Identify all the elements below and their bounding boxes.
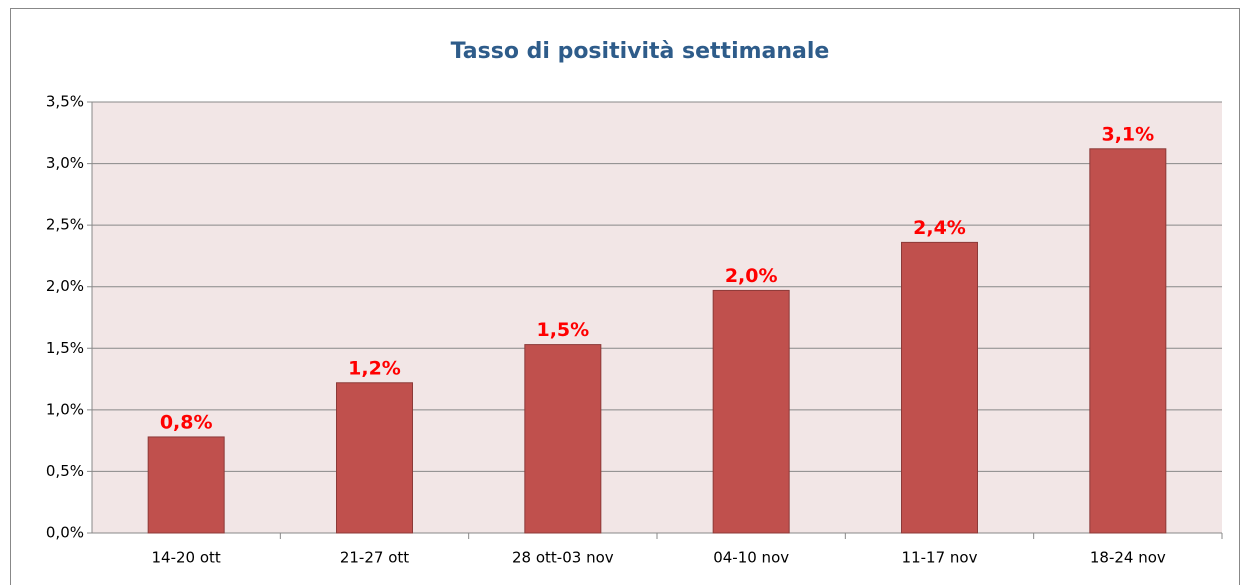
x-tick-label: 14-20 ott <box>152 549 221 567</box>
y-tick-label: 3,0% <box>46 154 84 172</box>
x-tick-label: 28 ott-03 nov <box>512 549 614 567</box>
data-label: 2,4% <box>913 217 966 239</box>
plot-area <box>92 102 1222 533</box>
y-tick-label: 2,0% <box>46 277 84 295</box>
y-tick-label: 2,5% <box>46 216 84 234</box>
x-tick-label: 21-27 ott <box>340 549 409 567</box>
y-tick-label: 0,0% <box>46 524 84 542</box>
y-tick-label: 1,5% <box>46 339 84 357</box>
data-label: 1,2% <box>348 357 401 379</box>
y-tick-label: 1,0% <box>46 400 84 418</box>
bar <box>1089 148 1167 534</box>
chart-title: Tasso di positività settimanale <box>451 39 830 64</box>
x-tick-label: 18-24 nov <box>1090 549 1166 567</box>
data-label: 0,8% <box>160 411 213 433</box>
data-label: 2,0% <box>725 265 778 287</box>
bar <box>524 344 602 534</box>
data-label: 1,5% <box>536 319 589 341</box>
y-tick-label: 3,5% <box>46 93 84 111</box>
bar <box>336 382 413 534</box>
y-tick-label: 0,5% <box>46 462 84 480</box>
data-label: 3,1% <box>1101 123 1154 145</box>
bar <box>712 289 790 534</box>
bar <box>147 436 225 534</box>
x-tick-label: 04-10 nov <box>713 549 789 567</box>
bar <box>901 241 978 534</box>
x-tick-label: 11-17 nov <box>902 549 978 567</box>
